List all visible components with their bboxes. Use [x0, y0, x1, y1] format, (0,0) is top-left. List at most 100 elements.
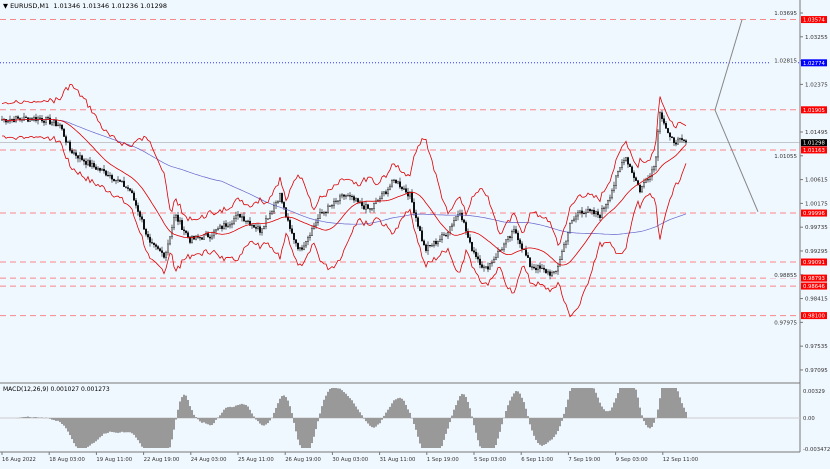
candle-body [163, 252, 165, 258]
level-label-bg [801, 274, 827, 282]
level-label-bg [801, 312, 827, 320]
candle-body [397, 181, 399, 184]
candle-body [117, 179, 119, 181]
candle-body [55, 119, 57, 127]
candle-body [229, 224, 231, 227]
candle-body [151, 242, 153, 244]
candle-body [367, 204, 369, 209]
candle-body [57, 124, 59, 127]
candle-body [565, 240, 567, 245]
candle-body [475, 251, 477, 257]
candle-body [533, 266, 535, 269]
candle-body [199, 237, 201, 239]
candle-body [493, 258, 495, 263]
candle-body [121, 180, 123, 182]
candle-body [487, 266, 489, 270]
candle-body [483, 266, 485, 268]
candle-body [521, 243, 523, 250]
candle-body [581, 210, 583, 214]
candle-body [489, 263, 491, 270]
projection-down-arrow [714, 109, 759, 212]
candle-body [153, 242, 155, 245]
candle-body [253, 224, 255, 228]
candle-body [109, 175, 111, 177]
time-tick-label: 6 Sep 11:00 [521, 457, 554, 463]
candle-body [357, 198, 359, 203]
price-tick-label: 0.99735 [805, 225, 828, 231]
candle-body [669, 132, 671, 138]
candle-body [419, 226, 421, 231]
price-tick-label: 1.01055 [774, 154, 797, 160]
candle-body [425, 244, 427, 251]
candle-body [331, 205, 333, 207]
candle-body [655, 156, 657, 167]
level-label-bg [801, 16, 827, 24]
candle-body [645, 179, 647, 183]
candle-body [203, 234, 205, 240]
candle-body [449, 226, 451, 233]
candle-body [339, 195, 341, 202]
candle-body [415, 212, 417, 218]
candle-body [573, 218, 575, 221]
level-label-bg [801, 59, 827, 67]
candle-body [673, 137, 675, 143]
candle-body [227, 225, 229, 227]
candle-body [477, 256, 479, 260]
candle-body [349, 195, 351, 197]
candle-body [561, 251, 563, 260]
candle-body [379, 198, 381, 201]
triangle-down-icon[interactable]: ▼ [3, 2, 11, 10]
time-tick-label: 1 Sep 19:00 [427, 457, 460, 463]
candle-body [293, 233, 295, 240]
candle-body [267, 218, 269, 220]
candle-body [147, 234, 149, 238]
level-label: 1.03574 [803, 18, 826, 24]
candle-body [255, 227, 257, 229]
candle-body [605, 204, 607, 209]
candle-body [319, 212, 321, 219]
candle-body [87, 160, 89, 165]
candle-body [547, 271, 549, 274]
candle-body [351, 195, 353, 197]
candle-body [81, 155, 83, 161]
candle-body [219, 225, 221, 229]
candle-body [65, 136, 67, 143]
candle-body [143, 219, 145, 230]
candle-body [333, 200, 335, 206]
candle-body [667, 128, 669, 133]
candle-body [275, 202, 277, 206]
candle-body [541, 267, 543, 269]
candle-body [623, 160, 625, 163]
level-label: 1.01905 [803, 108, 825, 114]
candle-body [363, 205, 365, 210]
candle-body [577, 212, 579, 217]
candle-body [601, 208, 603, 218]
time-tick-label: 22 Aug 19:00 [144, 457, 180, 463]
candle-body [445, 235, 447, 237]
candle-body [89, 160, 91, 167]
candle-body [73, 152, 75, 154]
candle-body [399, 181, 401, 188]
candle-body [7, 120, 9, 123]
candle-body [413, 202, 415, 213]
candle-body [393, 179, 395, 181]
candle-body [529, 257, 531, 267]
candle-body [467, 230, 469, 238]
candle-body [101, 168, 103, 171]
candle-body [265, 218, 267, 227]
ohlc-label: 1.01346 1.01346 1.01236 1.01298 [53, 2, 168, 10]
candle-body [441, 234, 443, 240]
price-tick-label-bg [770, 152, 798, 160]
candle-body [261, 228, 263, 233]
candle-body [505, 239, 507, 245]
candle-body [15, 116, 17, 123]
candle-body [139, 211, 141, 217]
candle-body [439, 239, 441, 242]
candle-body [315, 222, 317, 227]
candle-body [119, 179, 121, 182]
candle-body [217, 228, 219, 230]
candle-body [507, 236, 509, 240]
candle-body [603, 207, 605, 209]
